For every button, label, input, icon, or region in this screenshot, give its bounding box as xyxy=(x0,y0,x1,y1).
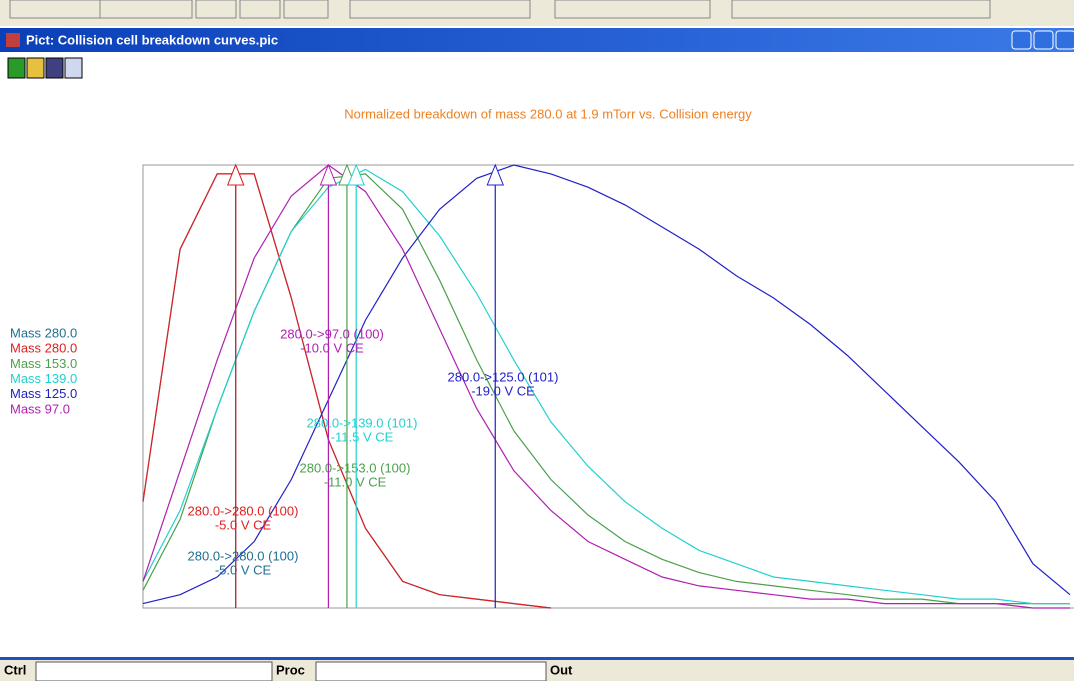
status-divider xyxy=(0,657,1074,660)
annotation-label: 280.0->280.0 (100) xyxy=(188,503,299,518)
annotation-energy: -19.0 V CE xyxy=(471,383,535,398)
legend-entry: Mass 139.0 xyxy=(10,371,77,386)
annotation-label: 280.0->97.0 (100) xyxy=(280,326,384,341)
series-line xyxy=(142,164,1071,605)
annotation-energy: -5.0 V CE xyxy=(215,562,272,577)
toolbar-button[interactable] xyxy=(349,0,531,19)
annotation-label: 280.0->125.0 (101) xyxy=(448,369,559,384)
window-icon xyxy=(6,33,20,47)
legend-entry: Mass 97.0 xyxy=(10,401,70,416)
open-icon[interactable] xyxy=(26,57,45,79)
annotation-arrowhead xyxy=(486,163,504,186)
status-label: Proc xyxy=(276,662,305,677)
plot-frame xyxy=(142,164,1074,609)
annotation-arrowhead xyxy=(319,163,338,186)
annotation-label: 280.0->139.0 (101) xyxy=(307,415,418,430)
series-line xyxy=(142,173,1070,605)
annotation-energy: -11.0 V CE xyxy=(324,474,387,489)
icon-bar xyxy=(7,57,83,79)
annotation-label: 280.0->280.0 (100) xyxy=(188,548,299,563)
status-label: Ctrl xyxy=(4,662,26,677)
text-icon[interactable] xyxy=(64,57,83,79)
annotation-label: 280.0->153.0 (100) xyxy=(300,460,411,475)
annotation-energy: -11.5 V CE xyxy=(331,429,394,444)
annotation-energy: -5.0 V CE xyxy=(215,517,272,532)
chart-title: Normalized breakdown of mass 280.0 at 1.… xyxy=(344,106,752,121)
close-button[interactable] xyxy=(1055,30,1074,50)
window-title: Pict: Collision cell breakdown curves.pi… xyxy=(26,32,278,47)
annotation-arrowhead xyxy=(226,163,245,186)
toolbar-button[interactable] xyxy=(731,0,991,19)
minimize-button[interactable] xyxy=(1011,30,1032,50)
plot: 280.0->280.0 (100)-5.0 V CE280.0->280.0 … xyxy=(10,163,1071,609)
move-icon[interactable] xyxy=(7,57,26,79)
series-line xyxy=(142,164,1070,609)
legend-entry: Mass 153.0 xyxy=(10,356,77,371)
save-icon[interactable] xyxy=(45,57,64,79)
toolbar-button[interactable] xyxy=(283,0,329,19)
status-label: Out xyxy=(550,662,573,677)
status-field[interactable] xyxy=(315,661,547,681)
toolbar-buttons xyxy=(9,0,991,19)
annotation-arrowhead xyxy=(347,163,365,186)
legend-entry: Mass 125.0 xyxy=(10,386,77,401)
annotation-energy: -10.0 V CE xyxy=(300,340,364,355)
legend-entry: Mass 280.0 xyxy=(10,325,77,340)
toolbar-button[interactable] xyxy=(239,0,281,19)
series-line xyxy=(142,168,1070,605)
toolbar-button[interactable] xyxy=(99,0,193,19)
toolbar-button[interactable] xyxy=(554,0,711,19)
restore-button[interactable] xyxy=(1033,30,1054,50)
title-bar xyxy=(0,28,1074,52)
toolbar-button[interactable] xyxy=(9,0,101,19)
status-field[interactable] xyxy=(35,661,273,681)
legend-entry: Mass 280.0 xyxy=(10,341,77,356)
toolbar-button[interactable] xyxy=(195,0,237,19)
